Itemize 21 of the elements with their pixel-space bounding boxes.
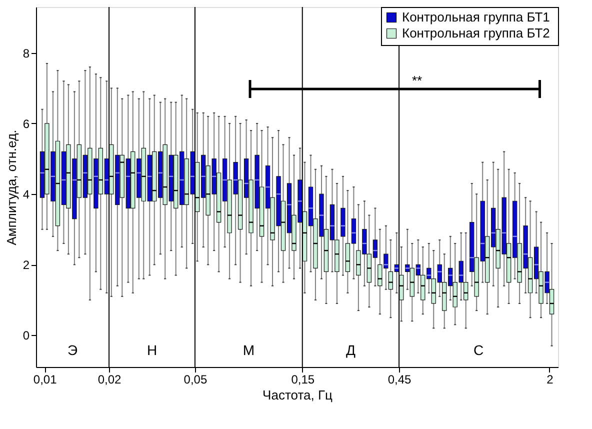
annotation: Э <box>67 342 78 358</box>
x-tick-label: 0,05 <box>184 372 208 386</box>
legend-label: Контрольная группа БТ1 <box>402 10 550 24</box>
x-tick-label: 0,01 <box>33 372 58 386</box>
x-tick-label: 0,45 <box>388 372 412 386</box>
annotation: ** <box>412 73 422 88</box>
x-tick-label: 2 <box>546 372 554 386</box>
annotation: Н <box>146 342 158 358</box>
y-tick-label: 8 <box>22 46 30 60</box>
y-axis-title: Амплитуда, отн.ед. <box>4 130 19 246</box>
y-tick-label: 2 <box>22 258 30 272</box>
x-axis-title: Частота, Гц <box>262 388 333 402</box>
y-tick-label: 0 <box>22 328 30 343</box>
annotation: Д <box>346 342 356 358</box>
legend-label: Контрольная группа БТ2 <box>402 26 550 40</box>
annotation: М <box>242 342 255 358</box>
y-tick-label: 6 <box>22 116 30 131</box>
x-tick-label: 0,02 <box>98 372 122 386</box>
x-tick-label: 0,15 <box>291 372 315 386</box>
y-tick-label: 4 <box>22 188 30 202</box>
annotation: С <box>473 342 484 358</box>
